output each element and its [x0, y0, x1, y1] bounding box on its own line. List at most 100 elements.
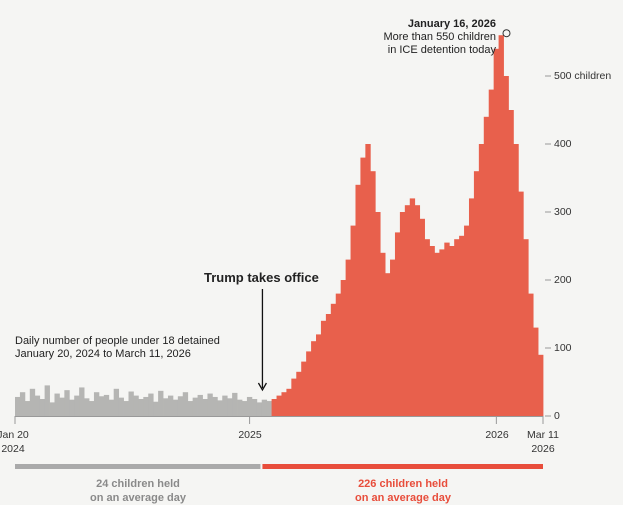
bar	[49, 402, 55, 416]
bar	[187, 401, 194, 416]
y-tick-label: 0	[554, 410, 560, 422]
bar	[518, 191, 524, 416]
bar	[311, 341, 317, 416]
bar	[533, 327, 539, 416]
x-tick-line: 2026	[485, 429, 509, 441]
bar	[306, 351, 312, 416]
peak-line-1: More than 550 children	[383, 31, 496, 43]
bar	[350, 225, 356, 416]
average-after-label: 226 children held on an average day	[355, 477, 451, 505]
bar	[488, 89, 495, 416]
bar	[271, 399, 277, 416]
average-before-bar	[15, 464, 261, 469]
bar	[123, 401, 129, 416]
bar	[59, 397, 65, 416]
bar	[414, 205, 421, 416]
bar	[64, 390, 70, 416]
bar	[473, 171, 480, 416]
x-tick-line: 2025	[238, 429, 262, 441]
peak-line-2: in ICE detention today	[387, 44, 496, 56]
bar	[493, 48, 499, 417]
x-tick-line: Jan 20	[0, 429, 29, 441]
average-line: on an average day	[355, 492, 451, 504]
bar	[330, 303, 337, 416]
peak-annotation: January 16, 2026 More than 550 children …	[383, 18, 496, 57]
event-label: Trump takes office	[204, 270, 319, 285]
bar	[454, 239, 460, 416]
bar	[296, 371, 302, 416]
bar	[148, 393, 154, 416]
bar	[98, 396, 105, 416]
bar	[429, 246, 435, 416]
bar	[128, 391, 134, 416]
bar	[340, 280, 347, 416]
y-tick-label: 300	[554, 206, 572, 218]
bar	[325, 314, 332, 416]
bar	[444, 242, 450, 416]
bar	[202, 399, 208, 416]
bar	[301, 361, 307, 416]
bar	[69, 399, 75, 416]
description-label: Daily number of people under 18 detained…	[15, 335, 220, 361]
y-tick-label: 100	[554, 342, 572, 354]
bar	[177, 396, 184, 416]
bar	[44, 385, 50, 416]
bar	[15, 396, 21, 416]
x-tick-label: 2025	[238, 428, 261, 442]
bar	[375, 212, 381, 416]
bar	[138, 399, 144, 416]
bar	[158, 390, 164, 416]
bar	[345, 259, 351, 416]
bar	[380, 252, 386, 416]
bar	[276, 395, 282, 416]
bar	[335, 293, 342, 416]
bar	[222, 395, 228, 416]
bar	[478, 144, 485, 416]
bar	[355, 184, 361, 416]
bar	[523, 239, 529, 416]
bar	[34, 395, 41, 416]
bar	[261, 399, 268, 416]
bar	[483, 116, 490, 417]
bar	[74, 395, 80, 416]
bar	[182, 392, 189, 416]
bar	[143, 396, 149, 416]
x-tick-label: 2026	[485, 428, 508, 442]
bar	[241, 401, 248, 416]
bar	[291, 378, 297, 416]
bar	[84, 398, 90, 416]
bar	[404, 205, 411, 416]
bar	[266, 401, 272, 416]
bar	[528, 293, 534, 416]
bar	[217, 400, 223, 416]
x-tick-label: Mar 11 2026	[527, 428, 559, 456]
bar	[207, 393, 213, 416]
bar	[390, 259, 396, 416]
bar	[316, 334, 322, 416]
bar	[468, 198, 475, 416]
bar	[103, 394, 110, 416]
peak-date: January 16, 2026	[407, 18, 496, 30]
peak-marker	[502, 29, 511, 38]
bar	[419, 218, 425, 416]
bar	[133, 395, 139, 416]
bar	[93, 392, 100, 416]
bar	[256, 402, 263, 416]
bar	[39, 399, 46, 416]
bar	[538, 354, 544, 416]
bar	[212, 396, 218, 416]
bar	[399, 212, 406, 416]
bar	[153, 401, 159, 416]
bar	[54, 393, 60, 416]
bar	[409, 198, 416, 416]
bar	[360, 157, 366, 416]
bar	[167, 395, 174, 416]
bar	[513, 144, 519, 416]
description-line-1: Daily number of people under 18 detained	[15, 335, 220, 347]
x-tick-line: 2024	[1, 443, 25, 455]
bar	[365, 144, 371, 416]
x-tick-line: 2026	[531, 443, 555, 455]
bar	[237, 399, 243, 416]
bar	[89, 401, 95, 416]
